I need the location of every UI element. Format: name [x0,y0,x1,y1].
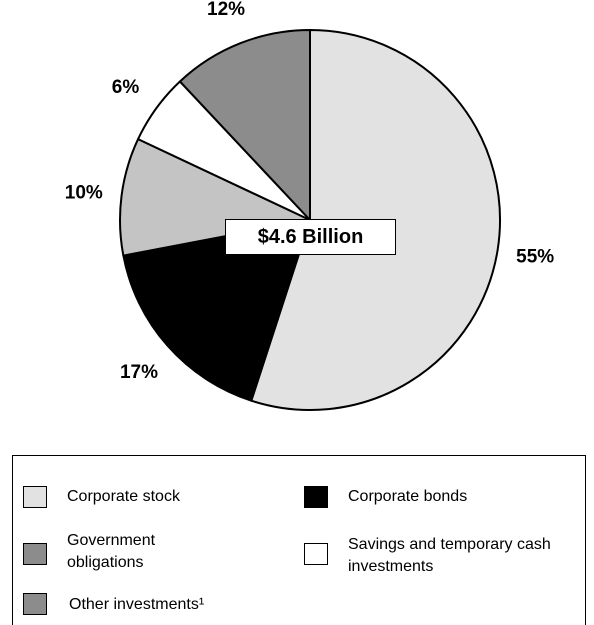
legend-swatch-government-obligations [23,543,47,565]
pie-slice-corporate-bonds [122,219,311,402]
pie-chart: 55% 17% 10% 6% 12% [65,0,554,411]
legend: Corporate stock Corporate bonds Governme… [12,455,586,625]
slice-percent-label: 17% [120,362,158,383]
legend-label-other-investments: Other investments¹ [69,596,205,613]
legend-item-corporate-bonds: Corporate bonds [304,486,467,508]
pie-slice-other-investments [178,29,311,221]
legend-label-government-obligations: Government obligations [67,532,156,571]
legend-item-other-investments: Other investments¹ [23,593,204,616]
slice-percent-label: 6% [112,77,140,98]
legend-item-government-obligations: Government obligations [23,532,155,574]
legend-swatch-savings [304,543,328,565]
slice-percent-label: 10% [65,182,103,203]
legend-label-savings: Savings and temporary cash investments [348,536,551,575]
legend-label-corporate-stock: Corporate stock [67,488,180,505]
total-label: $4.6 Billion [225,219,396,255]
total-label-text: $4.6 Billion [257,225,364,248]
legend-label-corporate-bonds: Corporate bonds [348,488,468,505]
legend-swatch-other-investments [23,593,47,615]
legend-swatch-corporate-stock [23,486,47,508]
slice-percent-label: 12% [207,0,245,20]
legend-item-corporate-stock: Corporate stock [23,486,180,508]
legend-swatch-corporate-bonds [304,486,328,508]
slice-percent-label: 55% [516,247,554,268]
legend-item-savings: Savings and temporary cash investments [304,536,551,578]
